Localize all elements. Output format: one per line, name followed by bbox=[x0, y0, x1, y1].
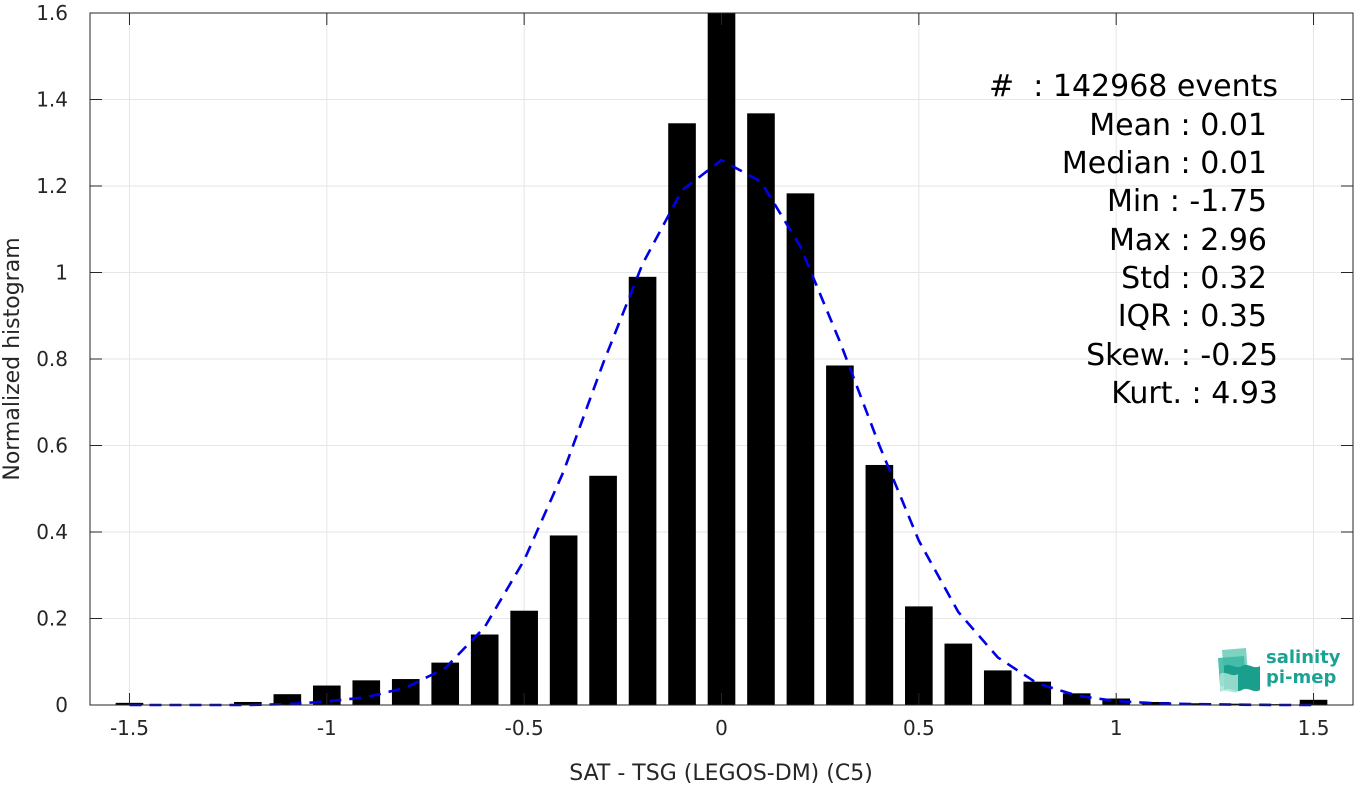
histogram-bar bbox=[510, 610, 538, 705]
y-tick-label: 1.6 bbox=[36, 1, 68, 25]
x-tick-label: -1 bbox=[317, 716, 337, 740]
axes-frame bbox=[89, 12, 1354, 706]
wave-logo-icon bbox=[1218, 648, 1260, 693]
y-tick-label: 0.4 bbox=[36, 520, 68, 544]
stat-skew: Skew. : -0.25 bbox=[1086, 338, 1278, 373]
histogram-bars bbox=[115, 13, 1328, 706]
histogram-bar bbox=[352, 680, 381, 705]
histogram-bar bbox=[273, 694, 302, 705]
histogram-bar bbox=[589, 475, 617, 705]
histogram-bar bbox=[668, 123, 696, 706]
y-tick-label: 0.8 bbox=[36, 347, 68, 371]
y-axis-label: Normalized histogram bbox=[0, 237, 25, 480]
logo-line-pimep: pi-mep bbox=[1266, 667, 1337, 688]
stat-mean: Mean : 0.01 bbox=[1089, 108, 1267, 143]
y-tick-labels: 0 0.2 0.4 0.6 0.8 1 1.2 1.4 1.6 bbox=[36, 1, 68, 717]
salinity-pimep-logo: salinity pi-mep bbox=[1216, 646, 1346, 696]
x-tick-label: -0.5 bbox=[505, 716, 544, 740]
logo-wordmark: salinity pi-mep bbox=[1266, 648, 1341, 688]
y-tick-label: 1.4 bbox=[36, 88, 68, 112]
stat-min: Min : -1.75 bbox=[1106, 184, 1267, 219]
y-tick-label: 0 bbox=[55, 693, 68, 717]
histogram-bar bbox=[1220, 703, 1249, 705]
histogram-bar bbox=[1023, 681, 1052, 705]
y-tick-label: 0.6 bbox=[36, 434, 68, 458]
histogram-bar bbox=[747, 113, 775, 706]
histogram-bar bbox=[431, 662, 460, 705]
histogram-bar bbox=[234, 701, 262, 705]
histogram-bar bbox=[549, 535, 578, 705]
histogram-bar bbox=[786, 193, 815, 706]
x-tick-label: -1.5 bbox=[110, 716, 149, 740]
x-tick-label: 0 bbox=[715, 716, 728, 740]
histogram-bar bbox=[1181, 703, 1209, 705]
histogram-bar bbox=[707, 13, 736, 705]
stat-std: Std : 0.32 bbox=[1121, 261, 1267, 296]
histogram-bar bbox=[1141, 701, 1170, 705]
histogram-bar bbox=[983, 670, 1012, 705]
x-tick-labels: -1.5 -1 -0.5 0 0.5 1 1.5 bbox=[110, 716, 1329, 740]
y-tick-label: 1.2 bbox=[36, 174, 68, 198]
histogram-bar bbox=[865, 464, 894, 705]
y-tick-label: 1 bbox=[55, 261, 68, 285]
x-tick-label: 1.5 bbox=[1298, 716, 1330, 740]
x-tick-label: 1 bbox=[1110, 716, 1123, 740]
x-axis-label: SAT - TSG (LEGOS-DM) (C5) bbox=[569, 761, 873, 785]
logo-line-salinity: salinity bbox=[1266, 647, 1341, 668]
histogram-bar bbox=[905, 606, 933, 705]
histogram-bar bbox=[826, 365, 854, 705]
stat-kurt: Kurt. : 4.93 bbox=[1111, 376, 1278, 411]
histogram-bar bbox=[628, 276, 657, 705]
gaussian-fit-curve bbox=[129, 158, 1314, 707]
histogram-bar bbox=[944, 643, 973, 705]
histogram-bar bbox=[470, 634, 499, 705]
x-tick-label: 0.5 bbox=[903, 716, 935, 740]
histogram-bar bbox=[1062, 693, 1091, 705]
stat-events: # : 142968 events bbox=[989, 69, 1278, 104]
stat-median: Median : 0.01 bbox=[1061, 146, 1267, 181]
y-tick-label: 0.2 bbox=[36, 607, 68, 631]
stat-iqr: IQR : 0.35 bbox=[1117, 299, 1267, 334]
stat-max: Max : 2.96 bbox=[1109, 223, 1267, 258]
